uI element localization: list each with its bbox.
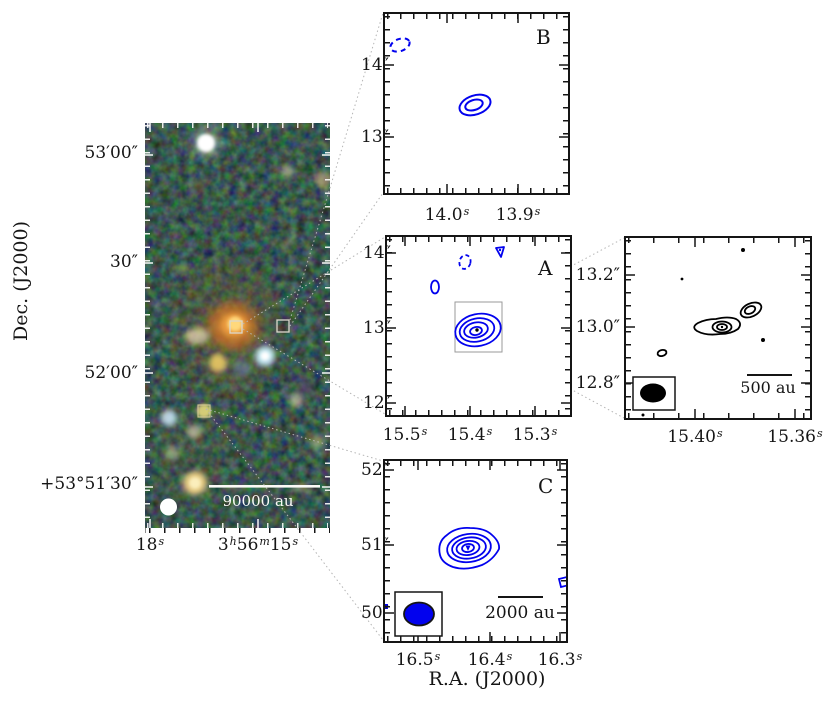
sky-xtick-hms: 3h56m15s <box>217 535 299 555</box>
sky-xtick: 18s <box>135 535 165 555</box>
panel-b-ticks-top <box>387 14 566 19</box>
sky-outer-bottom-ticks <box>145 528 330 533</box>
panel-zoom-scalebar-label: 500 au <box>740 378 796 397</box>
panel-a-ytick: 14″ <box>363 243 391 263</box>
panel-c-letter: C <box>538 474 554 498</box>
panel-a-ytick: 13″ <box>363 318 391 338</box>
square-marker-a <box>229 320 243 334</box>
sky-image-panel <box>145 123 330 528</box>
source-marker-squares <box>197 319 290 418</box>
panel-zoom-ytick: 12.8″ <box>575 373 620 393</box>
panel-zoom-ticks-top <box>628 238 808 243</box>
panel-zoom-contours <box>656 301 763 358</box>
panel-c-xtick: 16.3s <box>537 650 583 670</box>
panel-b-ticks-right <box>563 16 568 191</box>
panel-c-contours <box>438 526 566 589</box>
panel-a-zoom-plot <box>626 238 810 418</box>
beam-ellipse <box>403 601 435 627</box>
panel-c-ytick: 50″ <box>361 603 389 623</box>
dashed-contour <box>458 254 472 270</box>
panel-c <box>383 459 568 643</box>
panel-zoom-ticks-bottom <box>628 413 808 418</box>
sky-stars <box>153 129 330 503</box>
sky-beam-circle <box>160 498 177 516</box>
panel-a-xtick: 15.3s <box>512 425 558 445</box>
peak-dot <box>475 328 479 332</box>
panel-a-ticks-bottom <box>389 410 568 415</box>
sky-scalebar-label: 90000 au <box>222 492 294 510</box>
panel-b-ytick: 14″ <box>361 55 389 75</box>
panel-b-ticks-bottom <box>387 188 566 193</box>
panel-a-ytick: 12″ <box>363 393 391 413</box>
panel-c-scalebar-label: 2000 au <box>485 603 555 623</box>
panel-b-ticks-left <box>385 16 390 191</box>
panel-c-plot <box>385 461 566 641</box>
square-marker-c <box>197 404 211 418</box>
panel-a <box>385 235 572 417</box>
panel-zoom-ticks-left <box>626 240 631 416</box>
panel-b-xtick: 13.9s <box>495 205 541 225</box>
sky-ticks-left <box>145 125 150 526</box>
panel-b-ytick: 13″ <box>361 127 389 147</box>
panel-b <box>383 12 570 195</box>
square-marker-b <box>276 319 290 333</box>
panel-b-contours <box>389 37 492 117</box>
panel-a-ticks-right <box>565 239 570 413</box>
sky-scalebar-line <box>209 485 320 488</box>
sky-ticks-bottom <box>147 523 328 528</box>
sky-ytick: 52′00″ <box>84 363 138 383</box>
panel-c-xtick: 16.5s <box>395 650 441 670</box>
panel-zoom-xtick: 15.40s <box>667 427 723 447</box>
panel-a-letter: A <box>538 256 553 280</box>
sky-ticks-top <box>147 123 328 128</box>
panel-c-ticks-right <box>561 463 566 639</box>
panel-c-ytick: 52″ <box>361 460 389 480</box>
panel-a-ticks-left <box>387 239 392 413</box>
panel-zoom-xtick: 15.36s <box>767 427 823 447</box>
panel-b-letter: B <box>536 25 551 49</box>
panel-a-contours <box>430 246 505 348</box>
zoom-region-box <box>454 301 503 353</box>
panel-c-ticks-top <box>387 461 564 466</box>
panel-c-ticks-left <box>385 463 390 639</box>
panel-a-xtick: 15.4s <box>447 425 493 445</box>
dec-axis-label: Dec. (J2000) <box>10 221 32 341</box>
panel-a-ticks-top <box>389 237 568 242</box>
panel-c-ytick: 51″ <box>361 535 389 555</box>
panel-b-xtick: 14.0s <box>424 205 470 225</box>
panel-c-xtick: 16.4s <box>467 650 513 670</box>
sky-ticks-right <box>325 125 330 526</box>
contour-fill-dot <box>498 248 502 252</box>
sky-ytick: +53°51′30″ <box>40 474 138 494</box>
sky-ytick: 30″ <box>110 252 138 272</box>
panel-zoom-ticks-right <box>805 240 810 416</box>
panel-a-zoom <box>624 236 812 420</box>
peak-triangle <box>465 545 471 551</box>
sky-image <box>145 123 330 528</box>
ra-axis-label: R.A. (J2000) <box>428 668 546 690</box>
beam-ellipse <box>640 383 666 403</box>
panel-c-ticks-bottom <box>387 636 564 641</box>
panel-zoom-ytick: 13.2″ <box>575 265 620 285</box>
panel-zoom-ytick: 13.0″ <box>575 317 620 337</box>
dashed-contour <box>389 37 411 53</box>
panel-a-xtick: 15.5s <box>382 425 428 445</box>
sky-ytick: 53′00″ <box>84 143 138 163</box>
